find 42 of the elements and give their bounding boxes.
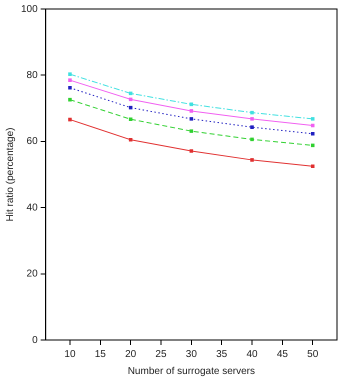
point bbox=[250, 125, 254, 129]
point bbox=[250, 117, 254, 121]
y-tick-label: 40 bbox=[26, 202, 38, 214]
x-tick-label: 20 bbox=[125, 348, 137, 360]
point bbox=[128, 98, 132, 102]
y-tick-label: 100 bbox=[20, 4, 38, 15]
point bbox=[250, 158, 254, 162]
point bbox=[128, 92, 132, 96]
x-tick-label: 10 bbox=[64, 348, 76, 360]
point bbox=[128, 138, 132, 142]
point bbox=[310, 132, 314, 136]
point bbox=[190, 129, 194, 133]
y-tick-label: 80 bbox=[26, 70, 38, 81]
point bbox=[128, 117, 132, 121]
point bbox=[310, 117, 314, 121]
x-tick-label: 35 bbox=[216, 348, 228, 360]
point bbox=[68, 86, 72, 90]
x-tick-label: 30 bbox=[186, 348, 198, 360]
y-axis-title: Hit ratio (percentage) bbox=[4, 128, 16, 222]
x-tick-label: 45 bbox=[276, 348, 288, 360]
point bbox=[310, 144, 314, 148]
y-tick-label: 20 bbox=[26, 268, 38, 280]
point bbox=[68, 72, 72, 76]
point bbox=[68, 98, 72, 102]
y-tick-label: 60 bbox=[26, 136, 38, 148]
x-tick-label: 50 bbox=[307, 348, 319, 360]
point bbox=[68, 78, 72, 82]
x-tick-label: 40 bbox=[246, 348, 258, 360]
point bbox=[68, 118, 72, 122]
y-tick-label: 0 bbox=[32, 334, 38, 346]
point bbox=[250, 138, 254, 142]
x-tick-label: 25 bbox=[155, 348, 167, 360]
point bbox=[250, 110, 254, 114]
point bbox=[190, 102, 194, 106]
point bbox=[128, 106, 132, 110]
x-tick-label: 15 bbox=[94, 348, 106, 360]
point bbox=[190, 109, 194, 113]
point bbox=[310, 164, 314, 168]
point bbox=[310, 124, 314, 128]
x-axis-title: Number of surrogate servers bbox=[128, 366, 255, 377]
point bbox=[190, 117, 194, 121]
point bbox=[190, 149, 194, 153]
